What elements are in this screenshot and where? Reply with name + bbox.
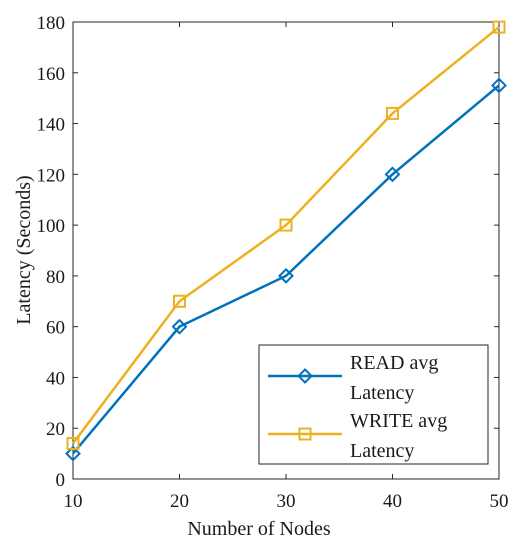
legend-marker (298, 427, 312, 441)
y-axis-label: Latency (Seconds) (13, 175, 35, 324)
legend: READ avg Latency WRITE avg Latency (258, 344, 489, 465)
data-point (173, 294, 186, 308)
data-point (386, 106, 399, 120)
x-tick-label: 10 (64, 491, 83, 512)
y-tick-label: 40 (46, 368, 65, 389)
y-tick-label: 0 (56, 470, 66, 491)
y-tick-label: 20 (46, 419, 65, 440)
x-tick-label: 40 (383, 491, 402, 512)
series-line (72, 84, 500, 455)
y-tick-label: 160 (37, 64, 66, 85)
legend-label-line-1: READ avg (350, 352, 438, 374)
legend-entry-2: WRITE avg Latency (268, 410, 447, 462)
y-tick-label: 140 (37, 115, 66, 136)
y-tick-label: 60 (46, 318, 65, 339)
data-point (491, 77, 507, 94)
y-tick-label: 80 (46, 267, 65, 288)
legend-marker (297, 368, 313, 384)
legend-box (258, 344, 489, 465)
data-point (65, 445, 81, 462)
data-point (278, 267, 294, 284)
legend-entry-1: READ avg Latency (268, 352, 438, 404)
data-point (66, 436, 80, 450)
data-point (171, 318, 188, 335)
y-tick-label: 180 (37, 13, 66, 34)
y-tick-label: 100 (37, 216, 66, 237)
series-line (71, 26, 500, 445)
data-point (279, 218, 293, 232)
series-1 (65, 77, 507, 462)
y-tick-label: 120 (37, 165, 66, 186)
x-tick-label: 20 (170, 491, 189, 512)
data-point (384, 166, 401, 183)
series-layer (65, 20, 507, 462)
legend-label-line-2: Latency (350, 440, 414, 462)
y-axis-ticks: 0 20 40 60 80 100 120 140 160 180 (37, 13, 499, 491)
x-tick-label: 50 (490, 491, 509, 512)
x-tick-label: 30 (277, 491, 296, 512)
series-2 (66, 20, 506, 450)
x-axis-ticks: 10 20 30 40 50 (64, 22, 509, 512)
legend-label-line-1: WRITE avg (350, 410, 447, 432)
data-point (492, 20, 506, 34)
legend-label-line-2: Latency (350, 382, 414, 404)
x-axis-label: Number of Nodes (187, 518, 331, 540)
